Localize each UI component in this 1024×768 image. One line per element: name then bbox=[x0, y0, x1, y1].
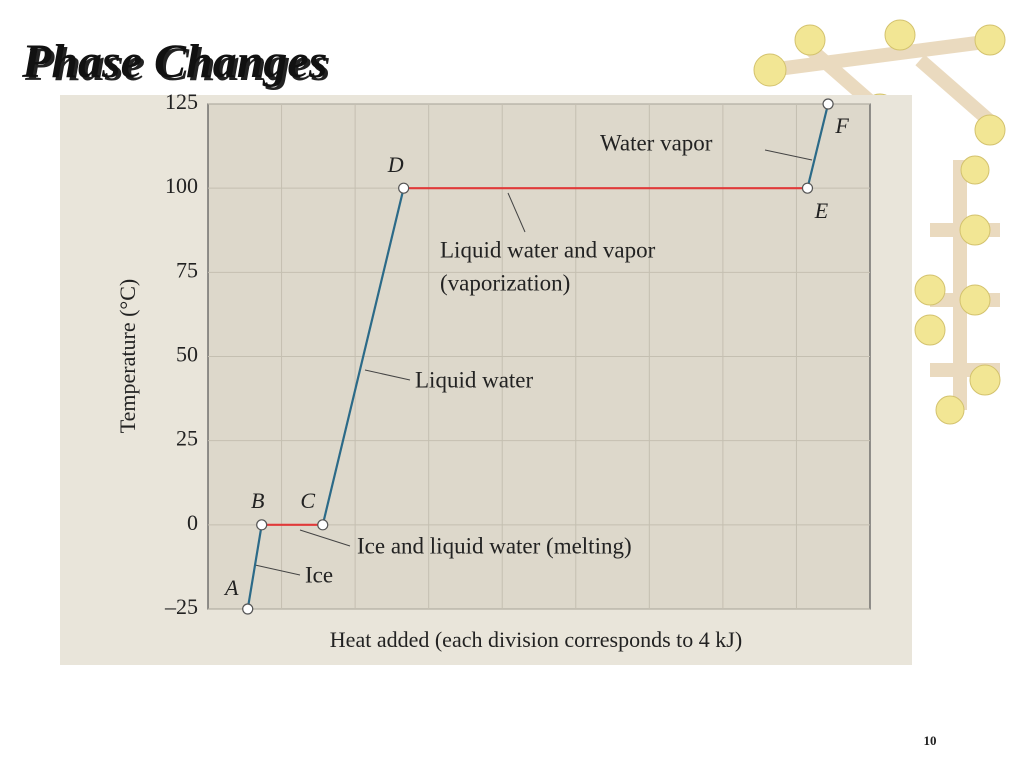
curve-segment bbox=[321, 187, 405, 526]
point-label: F bbox=[834, 113, 849, 138]
point-label: C bbox=[300, 488, 315, 513]
leader-line bbox=[299, 529, 351, 547]
y-tick-label: 0 bbox=[187, 510, 198, 535]
annotation: Liquid water and vapor bbox=[440, 237, 656, 262]
y-axis-label: Temperature (°C) bbox=[115, 279, 140, 433]
annotation: Ice and liquid water (melting) bbox=[357, 533, 632, 558]
point-label: A bbox=[223, 575, 239, 600]
data-point bbox=[822, 98, 834, 110]
annotation: Ice bbox=[305, 562, 333, 587]
annotation: Water vapor bbox=[600, 130, 713, 155]
annotation: Liquid water bbox=[415, 367, 533, 392]
leader-line bbox=[364, 369, 411, 381]
leader-line bbox=[254, 564, 301, 576]
y-tick-label: 125 bbox=[165, 89, 198, 114]
chart-title: Phase Changes bbox=[21, 35, 327, 88]
y-tick-label: –25 bbox=[164, 594, 198, 619]
point-label: E bbox=[814, 198, 829, 223]
data-point bbox=[317, 519, 329, 531]
curve-segment bbox=[806, 103, 830, 189]
title-shadow: Phase Changes bbox=[24, 38, 330, 91]
y-tick-label: 100 bbox=[165, 173, 198, 198]
curve-segment bbox=[246, 524, 263, 610]
y-tick-label: 25 bbox=[176, 426, 198, 451]
annotation: (vaporization) bbox=[440, 270, 570, 295]
data-point bbox=[398, 182, 410, 194]
y-tick-label: 75 bbox=[176, 257, 198, 282]
data-point bbox=[801, 182, 814, 194]
y-tick-label: 50 bbox=[176, 342, 198, 367]
page-number: 10 bbox=[924, 733, 937, 748]
data-point bbox=[242, 603, 254, 615]
leader-line bbox=[507, 192, 526, 233]
x-axis-label: Heat added (each division corresponds to… bbox=[330, 627, 742, 652]
data-point bbox=[256, 519, 268, 531]
point-label: D bbox=[387, 152, 404, 177]
point-label: B bbox=[251, 488, 264, 513]
leader-line bbox=[764, 149, 813, 161]
